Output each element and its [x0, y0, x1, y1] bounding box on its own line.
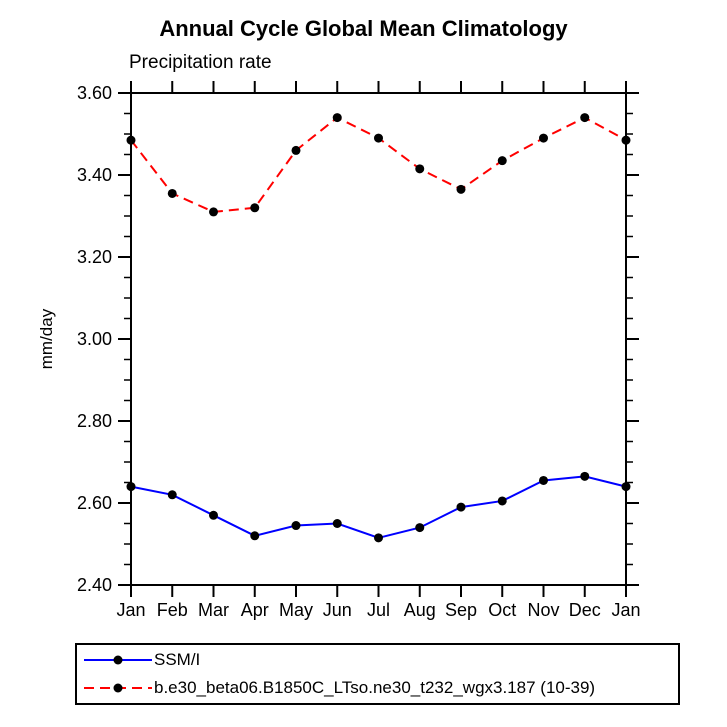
series-line-ssmi: [130, 475, 627, 539]
y-tick-label: 2.80: [77, 411, 112, 431]
data-point-marker-ssmi: [167, 490, 177, 500]
x-tick-label: Apr: [241, 600, 269, 620]
data-point-marker-model: [456, 184, 466, 194]
x-tick-label: Jan: [611, 600, 640, 620]
x-tick-label: May: [279, 600, 313, 620]
legend-sample-marker: [113, 655, 123, 665]
data-point-marker-ssmi: [126, 482, 136, 492]
data-point-marker-ssmi: [291, 521, 301, 531]
data-point-marker-model: [621, 135, 631, 145]
data-point-marker-ssmi: [415, 523, 425, 533]
x-tick-label: Jun: [323, 600, 352, 620]
data-point-marker-model: [291, 145, 301, 155]
legend-sample-marker: [113, 683, 123, 693]
x-tick-label: Jan: [116, 600, 145, 620]
data-point-marker-model: [250, 203, 260, 213]
legend-item-model: b.e30_beta06.B1850C_LTso.ne30_t232_wgx3.…: [82, 675, 678, 701]
data-point-marker-model: [415, 164, 425, 174]
y-tick-label: 2.60: [77, 493, 112, 513]
x-tick-label: Aug: [404, 600, 436, 620]
x-tick-label: Jul: [367, 600, 390, 620]
data-point-marker-ssmi: [621, 482, 631, 492]
data-point-marker-ssmi: [497, 496, 507, 506]
x-tick-label: Dec: [569, 600, 601, 620]
y-tick-label: 3.20: [77, 247, 112, 267]
legend-label-model: b.e30_beta06.B1850C_LTso.ne30_t232_wgx3.…: [154, 678, 596, 697]
y-tick-label: 3.00: [77, 329, 112, 349]
y-axis-title: mm/day: [37, 308, 56, 369]
legend-sample-svg: [84, 683, 152, 693]
data-point-marker-ssmi: [456, 502, 466, 512]
legend-line-sample-ssmi: [82, 653, 154, 667]
data-point-marker-model: [209, 207, 218, 217]
legend: SSM/I b.e30_beta06.B1850C_LTso.ne30_t232…: [75, 643, 680, 705]
data-point-marker-model: [126, 135, 136, 145]
chart-title: Annual Cycle Global Mean Climatology: [159, 16, 568, 41]
data-point-marker-model: [539, 133, 548, 143]
legend-item-ssmi: SSM/I: [82, 647, 678, 673]
y-tick-label: 2.40: [77, 575, 112, 595]
x-tick-label: Nov: [527, 600, 559, 620]
data-point-marker-ssmi: [374, 533, 383, 543]
data-point-marker-model: [497, 156, 507, 166]
data-point-marker-ssmi: [209, 510, 218, 520]
x-tick-label: Sep: [445, 600, 477, 620]
x-tick-label: Feb: [157, 600, 188, 620]
legend-line-sample-model: [82, 681, 154, 695]
data-point-marker-ssmi: [332, 519, 342, 528]
data-point-marker-ssmi: [539, 475, 548, 485]
data-point-marker-model: [332, 113, 342, 123]
x-tick-label: Mar: [198, 600, 229, 620]
data-point-marker-model: [374, 133, 383, 143]
series-line-model: [130, 116, 627, 213]
y-tick-label: 3.60: [77, 83, 112, 103]
chart-subtitle: Precipitation rate: [129, 52, 272, 73]
legend-sample-svg: [84, 655, 152, 665]
legend-label-ssmi: SSM/I: [154, 650, 201, 669]
x-tick-label: Oct: [488, 600, 516, 620]
data-point-marker-ssmi: [580, 471, 590, 481]
y-tick-label: 3.40: [77, 165, 112, 185]
data-point-marker-ssmi: [250, 531, 260, 541]
data-point-marker-model: [167, 188, 177, 198]
data-point-marker-model: [580, 113, 590, 123]
